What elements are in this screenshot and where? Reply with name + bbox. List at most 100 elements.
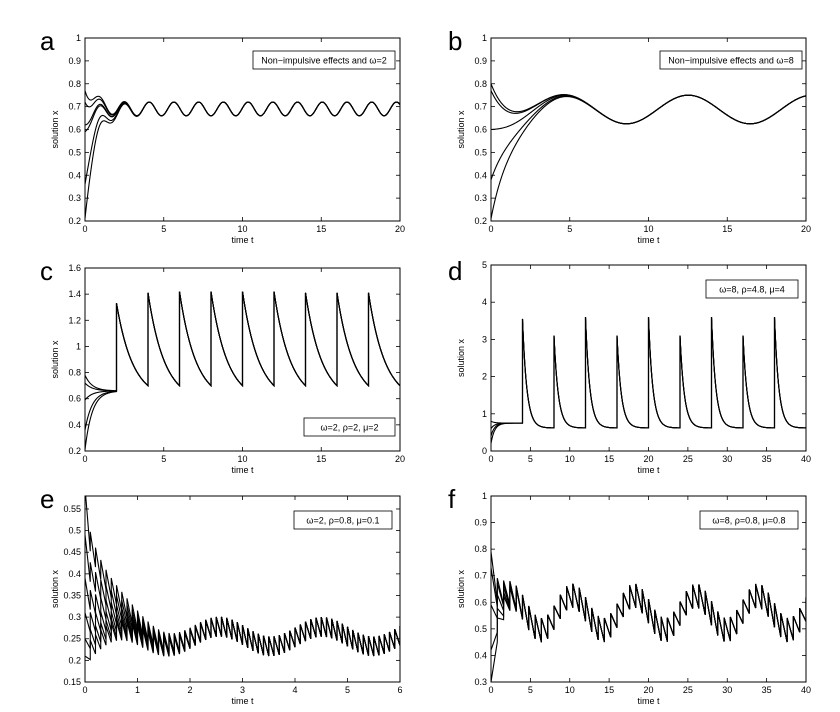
- series-line-d-3: [491, 317, 806, 429]
- annotation-box-c: ω=2, ρ=2, μ=2: [303, 417, 396, 437]
- x-tick-label-c-2: 10: [237, 454, 247, 464]
- x-tick-label-a-3: 15: [316, 224, 326, 234]
- x-tick-label-e-1: 1: [135, 685, 140, 695]
- y-tick-label-c-4: 1: [76, 341, 81, 351]
- series-line-a-1: [85, 101, 400, 185]
- x-tick-label-d-7: 35: [762, 454, 772, 464]
- y-tick-label-b-7: 0.9: [474, 56, 487, 66]
- y-tick-label-e-8: 0.55: [63, 504, 81, 514]
- y-tick-label-f-4: 0.7: [474, 571, 487, 581]
- x-axis-label-c: time t: [231, 465, 254, 475]
- x-tick-label-c-4: 20: [395, 454, 405, 464]
- y-tick-label-d-0: 0: [482, 446, 487, 456]
- panel-b: 0 5 10 15 20 0.2 0.3 0.4 0.5 0.6 0.7 0.8 0.9 1 time t s…: [448, 26, 811, 245]
- x-tick-label-a-1: 5: [161, 224, 166, 234]
- panel-c: 0 5 10 15 20 0.2 0.4 0.6 0.8 1 1.2 1.4 1.6 time t solu…: [40, 256, 405, 475]
- annotation-text-a: Non−impulsive effects and ω=2: [261, 56, 386, 66]
- curves-a: [85, 90, 400, 219]
- annotation-box-f: ω=8, ρ=0.8, μ=0.8: [699, 510, 799, 530]
- x-tick-label-e-5: 5: [345, 685, 350, 695]
- y-tick-label-d-4: 4: [482, 297, 487, 307]
- panel-f: 0 5 10 15 20 25 30 35 40 0.3 0.4 0.5 0.6 0.7 0.8 0.9 1 ti…: [448, 484, 811, 706]
- y-tick-label-d-5: 5: [482, 260, 487, 270]
- series-line-a-5: [85, 90, 400, 117]
- y-tick-label-c-0: 0.2: [68, 446, 81, 456]
- x-tick-label-d-8: 40: [801, 454, 811, 464]
- x-axis-label-d: time t: [637, 465, 660, 475]
- y-axis-label-b: solution x: [456, 110, 466, 149]
- x-tick-label-d-6: 30: [722, 454, 732, 464]
- y-tick-label-e-1: 0.2: [68, 655, 81, 665]
- y-tick-label-a-2: 0.4: [68, 170, 81, 180]
- y-tick-label-f-7: 1: [482, 491, 487, 501]
- y-tick-label-b-0: 0.2: [474, 216, 487, 226]
- series-line-b-4: [491, 83, 806, 125]
- curves-f: [491, 551, 806, 682]
- x-tick-label-e-2: 2: [187, 685, 192, 695]
- y-tick-label-f-3: 0.6: [474, 597, 487, 607]
- y-tick-label-a-3: 0.5: [68, 147, 81, 157]
- y-tick-label-e-4: 0.35: [63, 590, 81, 600]
- y-axis-label-a: solution x: [50, 110, 60, 149]
- annotation-text-c: ω=2, ρ=2, μ=2: [320, 423, 378, 433]
- x-tick-label-b-2: 10: [643, 224, 653, 234]
- x-tick-label-f-8: 40: [801, 685, 811, 695]
- panel-e: 0 1 2 3 4 5 6 0.15 0.2 0.25 0.3 0.35 0.4 0.45 0.5 0.55 t…: [40, 484, 403, 706]
- x-tick-label-e-0: 0: [82, 685, 87, 695]
- y-tick-label-a-0: 0.2: [68, 216, 81, 226]
- x-tick-label-f-1: 5: [528, 685, 533, 695]
- x-tick-label-d-4: 20: [643, 454, 653, 464]
- curves-e: [85, 496, 400, 661]
- y-tick-label-a-1: 0.3: [68, 193, 81, 203]
- panel-letter-b: b: [448, 26, 462, 56]
- annotation-box-e: ω=2, ρ=0.8, μ=0.1: [293, 510, 393, 530]
- x-axis-label-a: time t: [231, 235, 254, 245]
- x-tick-label-a-0: 0: [82, 224, 87, 234]
- x-tick-label-d-1: 5: [528, 454, 533, 464]
- x-tick-label-f-0: 0: [488, 685, 493, 695]
- series-line-a-2: [85, 101, 400, 133]
- x-tick-label-f-7: 35: [762, 685, 772, 695]
- x-tick-label-c-1: 5: [161, 454, 166, 464]
- x-tick-label-c-0: 0: [82, 454, 87, 464]
- y-tick-label-a-4: 0.6: [68, 125, 81, 135]
- y-tick-label-d-2: 2: [482, 372, 487, 382]
- y-tick-label-c-6: 1.4: [68, 289, 81, 299]
- y-tick-label-e-7: 0.5: [68, 526, 81, 536]
- y-tick-label-f-2: 0.5: [474, 624, 487, 634]
- x-axis-label-e: time t: [231, 696, 254, 706]
- y-tick-label-b-3: 0.5: [474, 147, 487, 157]
- x-tick-label-e-3: 3: [240, 685, 245, 695]
- annotation-text-b: Non−impulsive effects and ω=8: [668, 56, 793, 66]
- y-tick-label-d-1: 1: [482, 409, 487, 419]
- curves-b: [491, 83, 806, 219]
- y-tick-label-a-8: 1: [76, 33, 81, 43]
- annotation-text-f: ω=8, ρ=0.8, μ=0.8: [712, 516, 785, 526]
- panel-a: 0 5 10 15 20 0.2 0.3 0.4 0.5 0.6 0.7 0.8 0.9 1 time t s…: [40, 26, 405, 245]
- y-tick-label-e-3: 0.3: [68, 612, 81, 622]
- x-tick-label-b-4: 20: [801, 224, 811, 234]
- y-tick-label-a-7: 0.9: [68, 56, 81, 66]
- y-tick-label-b-5: 0.7: [474, 102, 487, 112]
- panel-d: 0 5 10 15 20 25 30 35 40 0 1 2 3 4 5 time t solution x ω=…: [448, 256, 811, 475]
- y-tick-label-b-4: 0.6: [474, 125, 487, 135]
- series-line-e-5: [85, 496, 400, 657]
- y-tick-label-d-3: 3: [482, 334, 487, 344]
- x-tick-label-d-0: 0: [488, 454, 493, 464]
- y-tick-label-f-6: 0.9: [474, 518, 487, 528]
- x-tick-label-b-3: 15: [722, 224, 732, 234]
- y-tick-label-b-8: 1: [482, 33, 487, 43]
- y-tick-label-f-0: 0.3: [474, 677, 487, 687]
- series-line-a-0: [85, 101, 400, 219]
- y-axis-label-d: solution x: [456, 338, 466, 377]
- y-tick-label-c-5: 1.2: [68, 315, 81, 325]
- y-tick-label-c-3: 0.8: [68, 368, 81, 378]
- panel-letter-a: a: [40, 26, 55, 56]
- x-tick-label-e-4: 4: [292, 685, 297, 695]
- panel-letter-c: c: [40, 256, 53, 286]
- x-tick-label-c-3: 15: [316, 454, 326, 464]
- annotation-text-d: ω=8, ρ=4.8, μ=4: [719, 285, 785, 295]
- series-line-a-3: [85, 101, 400, 126]
- x-tick-label-b-0: 0: [488, 224, 493, 234]
